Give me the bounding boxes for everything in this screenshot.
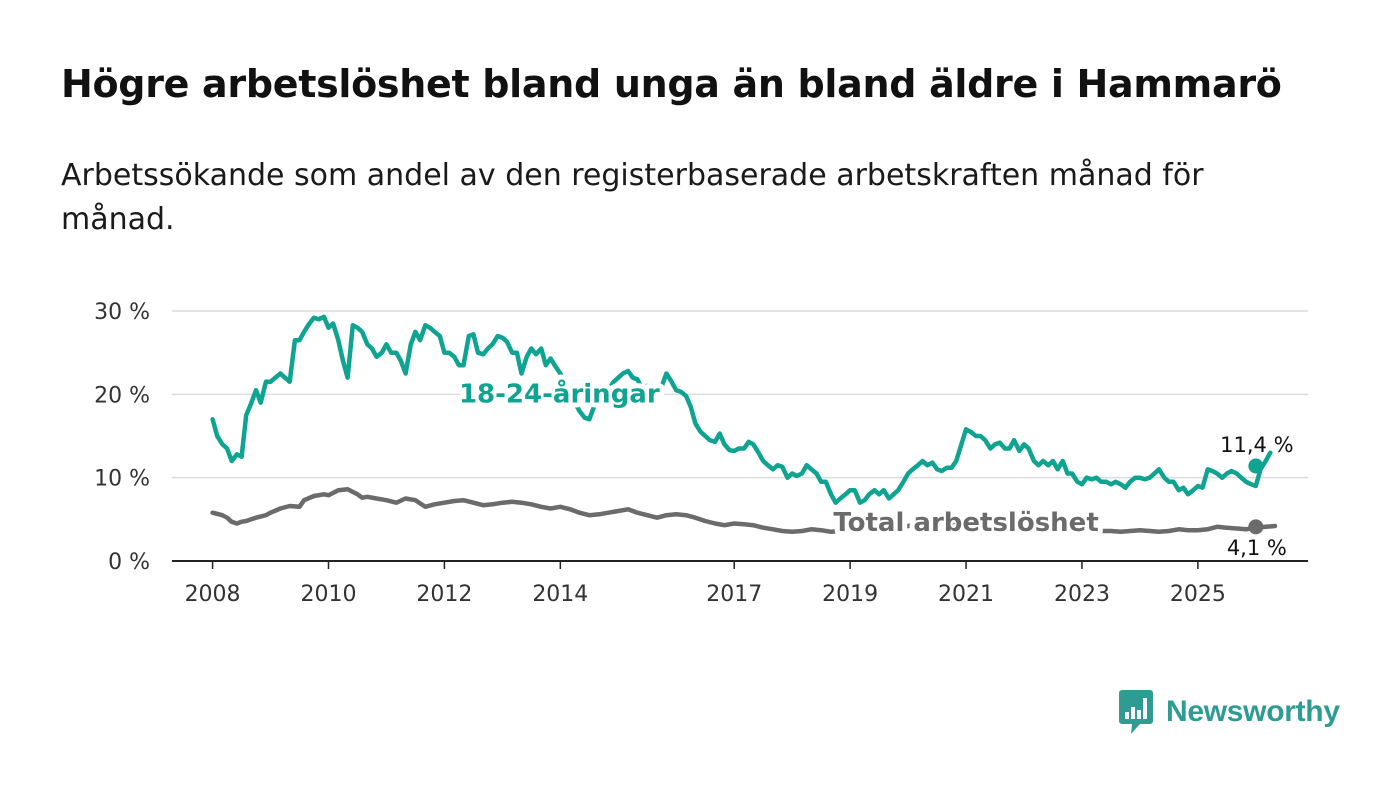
brand-logo: Newsworthy bbox=[1118, 688, 1340, 736]
y-tick-label: 10 % bbox=[94, 467, 150, 492]
series-label-youth: 18-24-åringar bbox=[459, 378, 660, 410]
series-layer bbox=[210, 314, 1278, 535]
label-layer: 11,4 % 18-24-åringar 4,1 % Total arbetslösh… bbox=[454, 373, 1296, 563]
end-point-youth bbox=[1248, 458, 1264, 474]
end-label-total: 4,1 % bbox=[1227, 536, 1287, 560]
x-tick-label: 2008 bbox=[185, 582, 241, 607]
x-tick-label: 2010 bbox=[300, 582, 356, 607]
chart-subtitle: Arbetssökande som andel av den registerb… bbox=[61, 158, 1204, 237]
y-tick-label: 30 % bbox=[94, 300, 150, 325]
series-line-total bbox=[210, 487, 1278, 535]
series-line-youth bbox=[210, 314, 1273, 505]
x-tick-label: 2021 bbox=[938, 582, 994, 607]
x-tick-label: 2023 bbox=[1054, 582, 1110, 607]
x-tick-label: 2014 bbox=[532, 582, 588, 607]
x-tick-label: 2012 bbox=[416, 582, 472, 607]
y-tick-label: 0 % bbox=[108, 550, 150, 575]
x-tick-label: 2025 bbox=[1170, 582, 1226, 607]
series-label-total: Total arbetslöshet bbox=[833, 508, 1098, 538]
x-tick-label: 2017 bbox=[706, 582, 762, 607]
grid-layer bbox=[172, 310, 1308, 479]
end-label-youth: 11,4 % bbox=[1220, 433, 1293, 457]
axis-layer: 0 % 10 % 20 % 30 % 2008 2010 2012 2014 2017 2019 2… bbox=[94, 300, 1308, 607]
end-point-total bbox=[1248, 519, 1264, 535]
chart-title: Högre arbetslöshet bland unga än bland ä… bbox=[61, 62, 1282, 106]
y-tick-label: 20 % bbox=[94, 383, 150, 408]
newsworthy-icon bbox=[1119, 690, 1153, 734]
brand-name: Newsworthy bbox=[1166, 695, 1340, 728]
x-tick-label: 2019 bbox=[822, 582, 878, 607]
